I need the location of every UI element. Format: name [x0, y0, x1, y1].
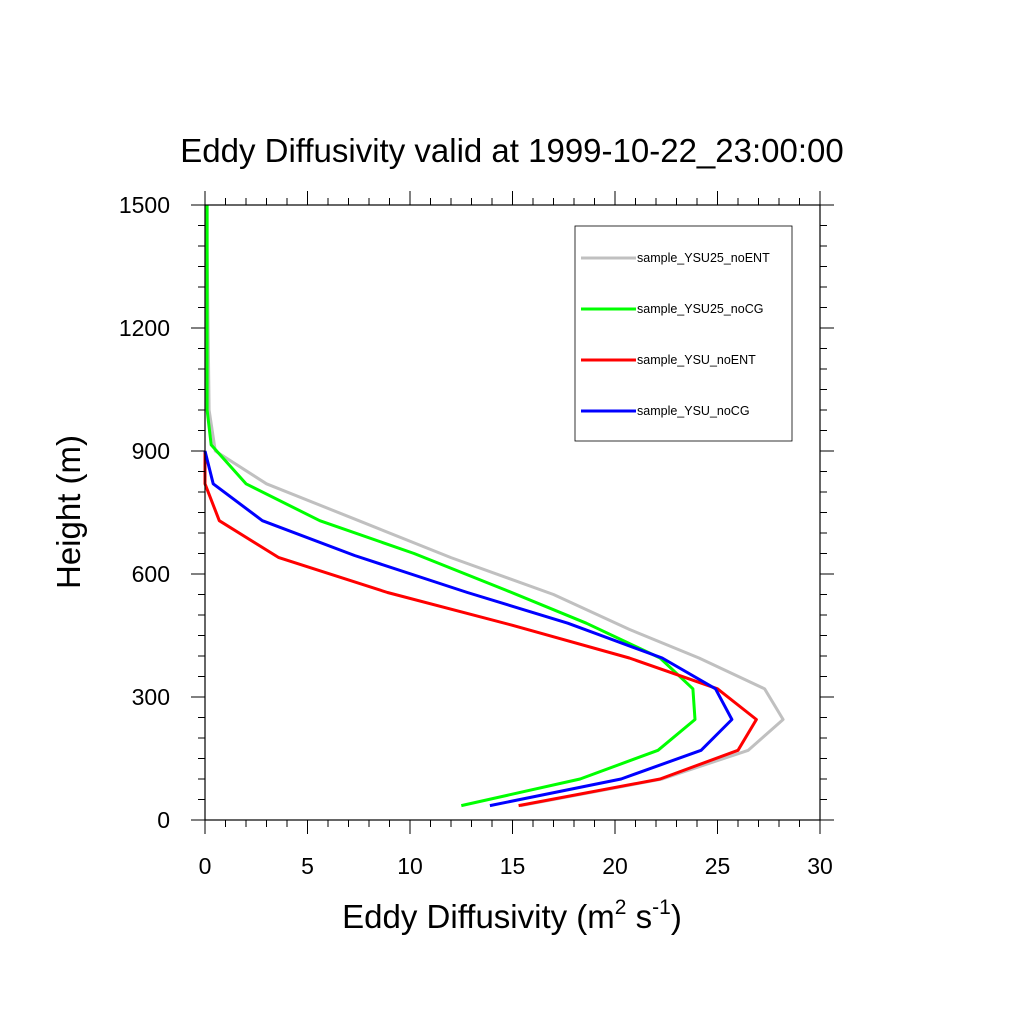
x-tick-label: 30: [807, 853, 833, 879]
y-tick-label: 600: [132, 561, 170, 587]
x-axis-label-end: ): [671, 898, 682, 935]
x-axis-label-mid: s: [626, 898, 652, 935]
x-tick-label: 10: [397, 853, 423, 879]
y-tick-label: 300: [132, 684, 170, 710]
y-axis-label: Height (m): [50, 435, 87, 589]
plot-lines: [203, 205, 785, 808]
axis-ticks: [191, 191, 834, 834]
y-tick-label: 1200: [119, 315, 170, 341]
x-axis-label-sup-2: -1: [652, 896, 671, 919]
y-tick-label: 900: [132, 438, 170, 464]
legend-label-3: sample_YSU_noENT: [637, 353, 756, 367]
y-tick-label: 1500: [119, 192, 170, 218]
x-axis-label: Eddy Diffusivity (m2 s-1): [342, 896, 682, 935]
x-tick-label: 0: [199, 853, 212, 879]
x-tick-label: 5: [301, 853, 314, 879]
legend-label-1: sample_YSU25_noENT: [637, 251, 770, 265]
x-tick-label: 25: [705, 853, 731, 879]
legend: sample_YSU25_noENT sample_YSU25_noCGsampl…: [574, 225, 793, 442]
legend-label-2: sample_YSU25_noCG: [637, 302, 763, 316]
legend-label-4: sample_YSU_noCG: [637, 404, 750, 418]
x-tick-label: 20: [602, 853, 628, 879]
x-axis-label-sup-1: 2: [615, 896, 627, 919]
chart-title: Eddy Diffusivity valid at 1999-10-22_23:…: [180, 132, 843, 169]
series-line-2: [205, 205, 697, 808]
series-line-4: [203, 450, 734, 808]
y-tick-label: 0: [157, 807, 170, 833]
series-line-3: [203, 451, 758, 808]
x-tick-label: 15: [500, 853, 526, 879]
legend-box: [574, 225, 793, 442]
x-axis-label-main: Eddy Diffusivity (m: [342, 898, 615, 935]
